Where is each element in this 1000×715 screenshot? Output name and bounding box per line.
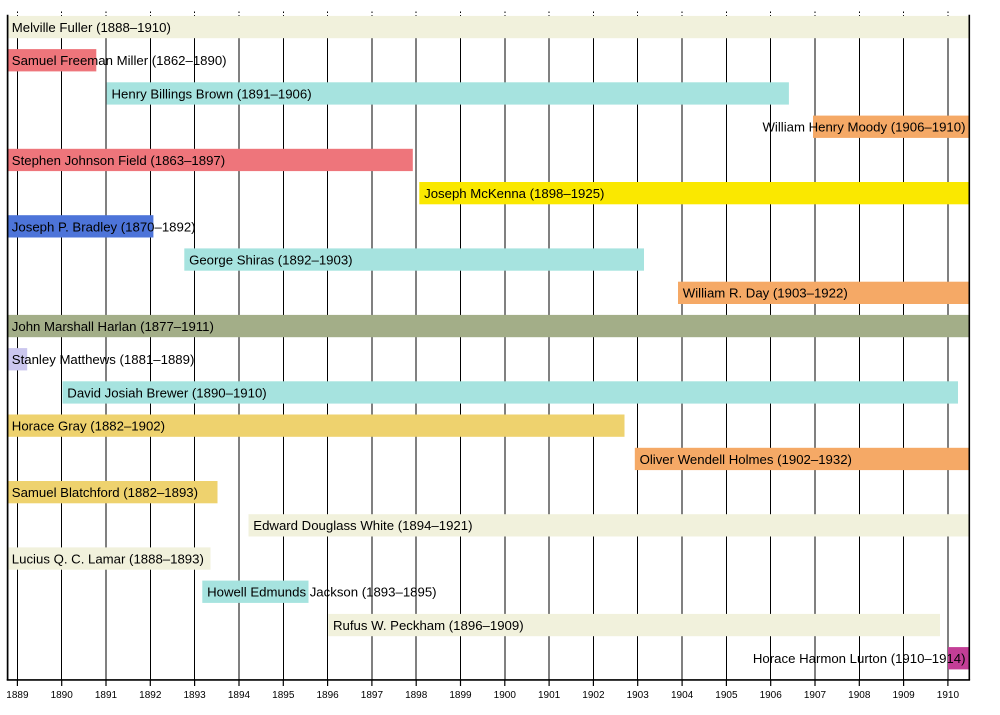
svg-text:Henry Billings Brown (1891–190: Henry Billings Brown (1891–1906) [112,86,312,101]
svg-text:1899: 1899 [449,690,472,701]
svg-text:Stephen Johnson Field (1863–18: Stephen Johnson Field (1863–1897) [12,153,225,168]
svg-text:Horace Gray (1882–1902): Horace Gray (1882–1902) [12,419,165,434]
svg-text:1892: 1892 [139,690,162,701]
svg-text:1902: 1902 [582,690,605,701]
svg-text:Joseph P. Bradley (1870–1892): Joseph P. Bradley (1870–1892) [12,219,196,234]
svg-text:Oliver Wendell Holmes (1902–19: Oliver Wendell Holmes (1902–1932) [640,452,852,467]
svg-text:1890: 1890 [51,690,74,701]
svg-text:Stanley Matthews (1881–1889): Stanley Matthews (1881–1889) [12,352,195,367]
svg-text:William R. Day (1903–1922): William R. Day (1903–1922) [683,286,848,301]
svg-text:1906: 1906 [760,690,783,701]
svg-text:Rufus W. Peckham (1896–1909): Rufus W. Peckham (1896–1909) [333,618,524,633]
svg-text:Edward Douglass White (1894–19: Edward Douglass White (1894–1921) [253,518,472,533]
svg-text:Lucius Q. C. Lamar (1888–1893): Lucius Q. C. Lamar (1888–1893) [12,552,204,567]
svg-text:Joseph McKenna (1898–1925): Joseph McKenna (1898–1925) [424,186,604,201]
svg-text:1904: 1904 [671,690,694,701]
svg-text:1903: 1903 [627,690,650,701]
svg-text:1893: 1893 [183,690,206,701]
svg-text:Samuel Blatchford (1882–1893): Samuel Blatchford (1882–1893) [12,485,198,500]
svg-text:Samuel Freeman Miller (1862–18: Samuel Freeman Miller (1862–1890) [12,53,227,68]
svg-text:1898: 1898 [405,690,428,701]
svg-text:1909: 1909 [892,690,915,701]
svg-text:Howell Edmunds Jackson (1893–1: Howell Edmunds Jackson (1893–1895) [207,585,436,600]
svg-text:1910: 1910 [937,690,960,701]
svg-text:1896: 1896 [316,690,339,701]
svg-text:Melville Fuller (1888–1910): Melville Fuller (1888–1910) [12,20,171,35]
svg-text:David Josiah Brewer (1890–1910: David Josiah Brewer (1890–1910) [67,385,266,400]
svg-text:1897: 1897 [361,690,384,701]
svg-text:1907: 1907 [804,690,827,701]
svg-text:John Marshall Harlan (1877–191: John Marshall Harlan (1877–1911) [12,319,214,334]
svg-text:1901: 1901 [538,690,561,701]
svg-text:George Shiras (1892–1903): George Shiras (1892–1903) [189,253,353,268]
svg-text:Horace Harmon Lurton (1910–191: Horace Harmon Lurton (1910–1914) [753,651,966,666]
svg-text:1900: 1900 [494,690,517,701]
svg-text:1889: 1889 [6,690,29,701]
svg-text:1908: 1908 [848,690,871,701]
svg-text:1905: 1905 [715,690,738,701]
svg-text:1895: 1895 [272,690,295,701]
svg-text:William Henry Moody (1906–1910: William Henry Moody (1906–1910) [762,120,965,135]
svg-text:1894: 1894 [228,690,251,701]
svg-text:1891: 1891 [95,690,118,701]
